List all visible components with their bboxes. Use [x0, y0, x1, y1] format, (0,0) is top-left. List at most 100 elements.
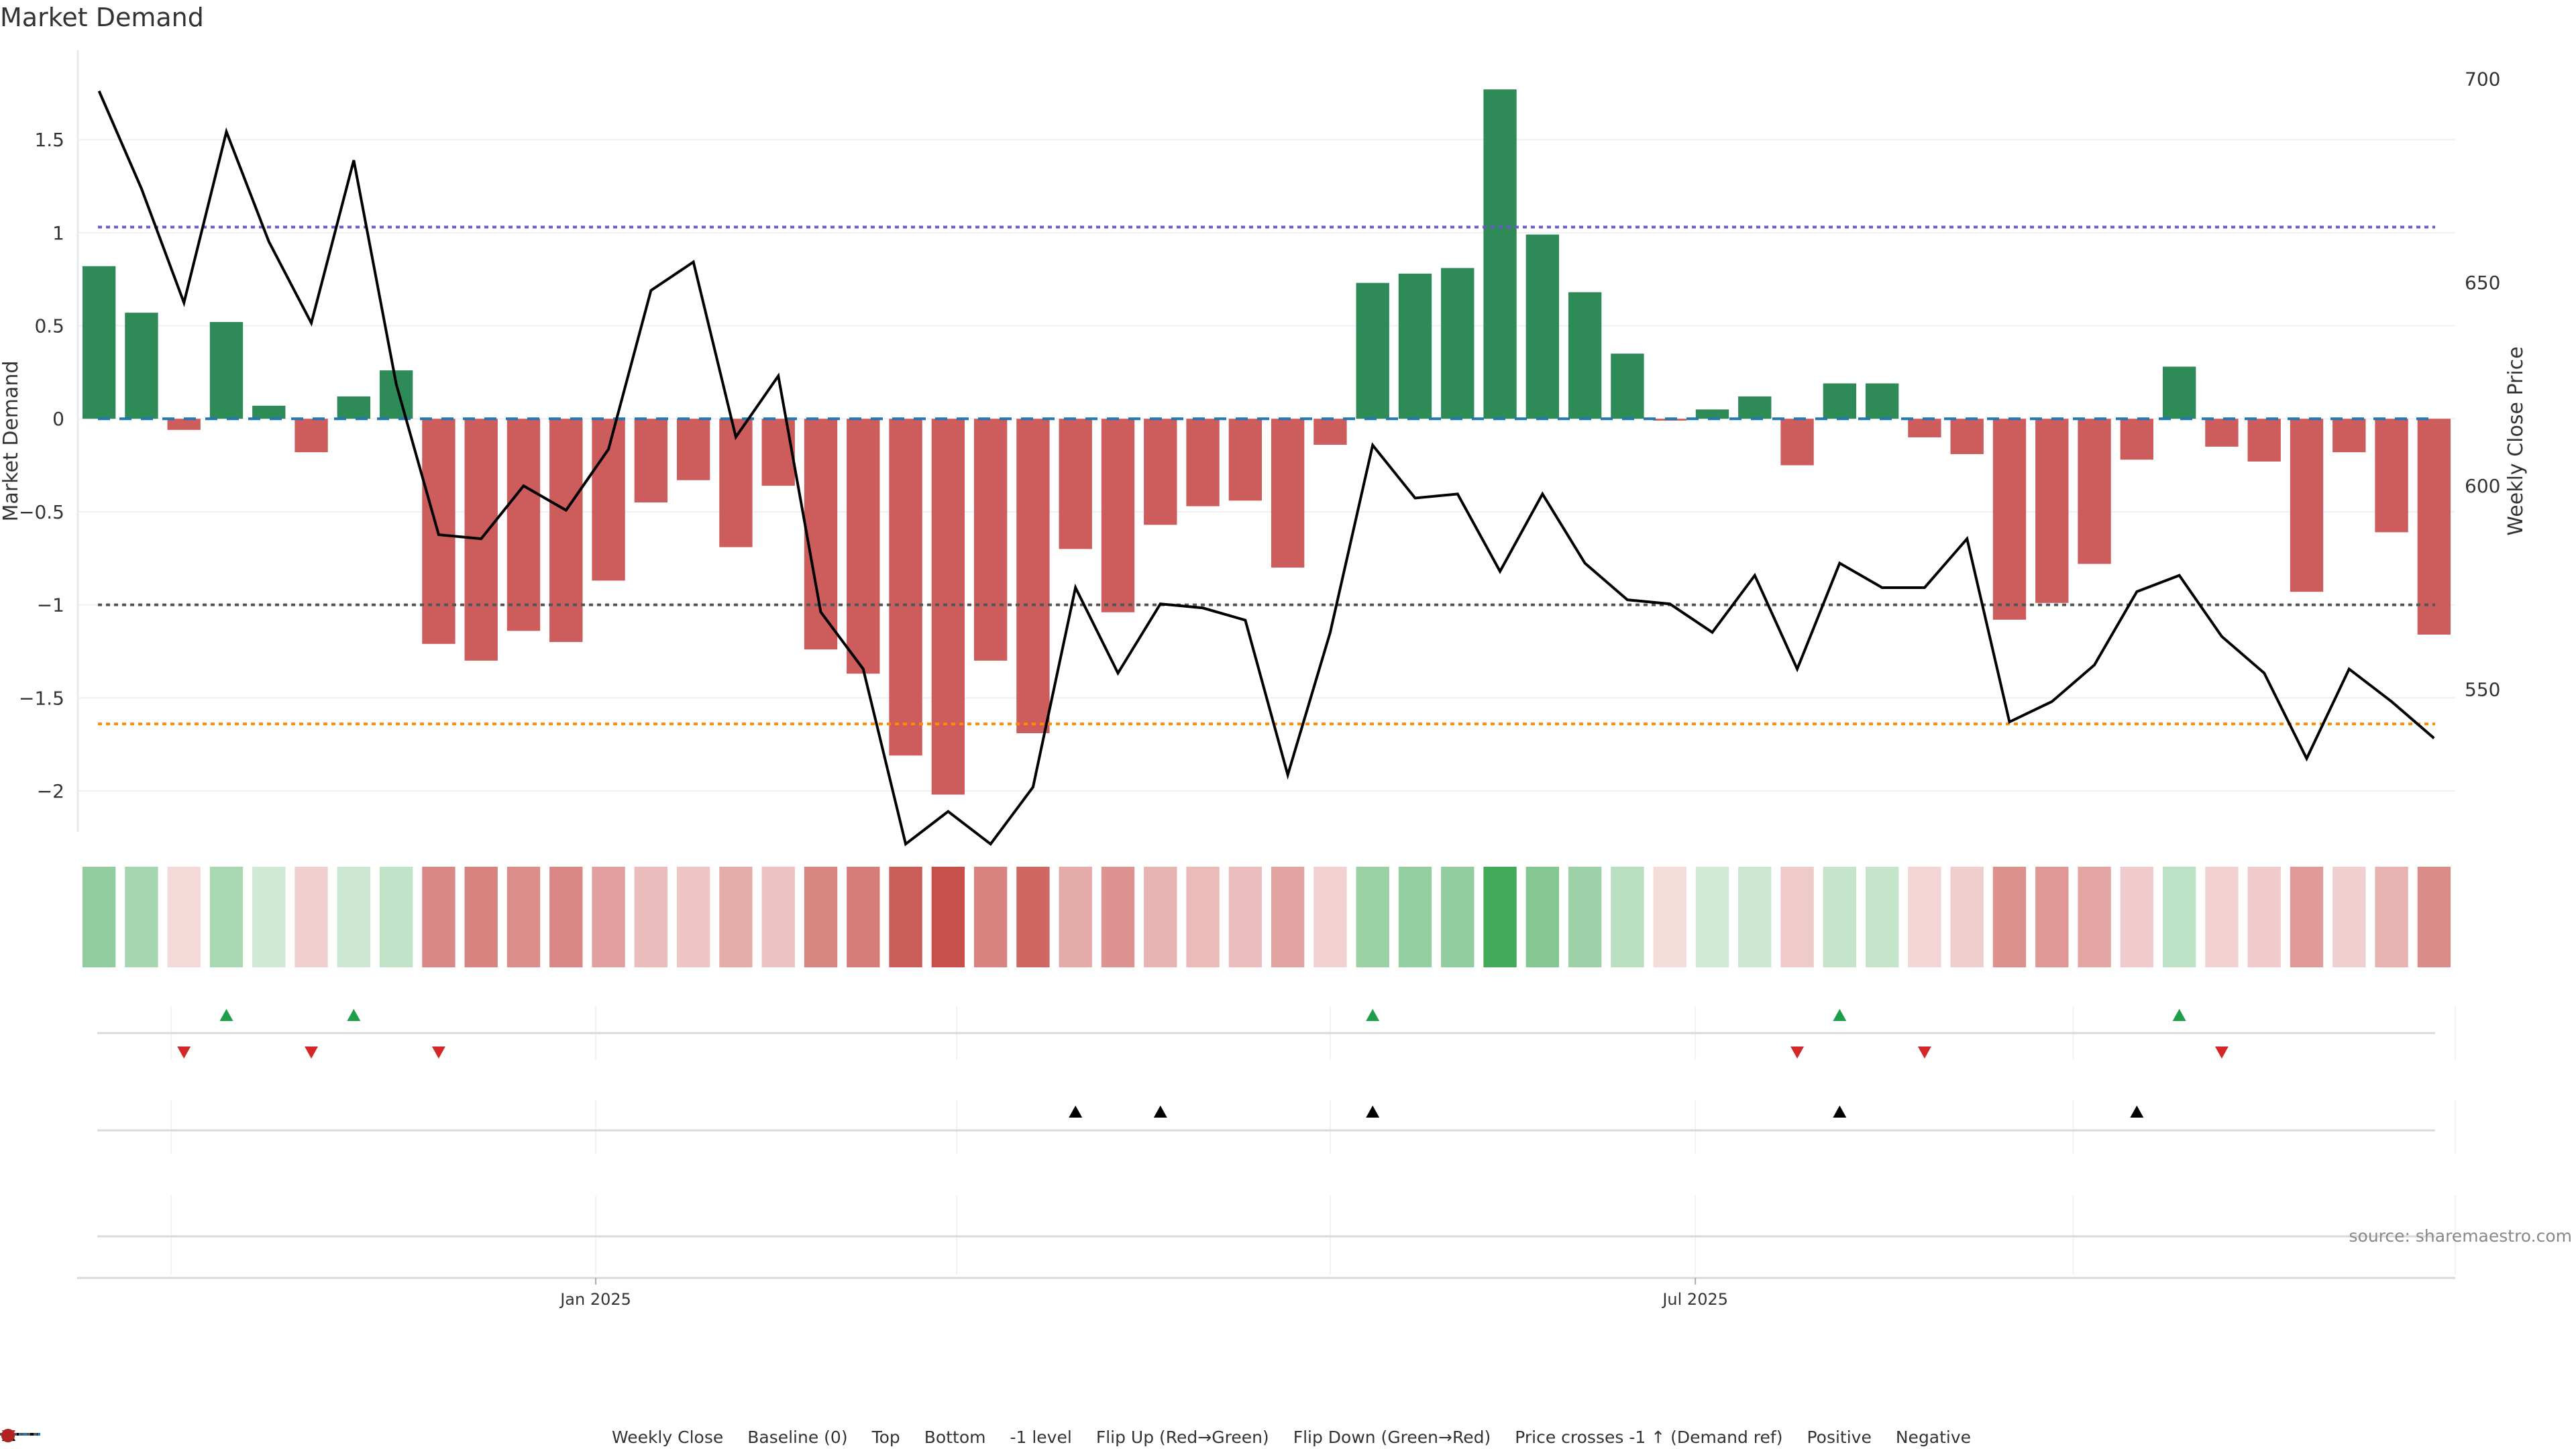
demand-bar	[294, 419, 328, 453]
demand-heat-cell	[2120, 867, 2154, 967]
source-note: source: sharemaestro.com	[2349, 1226, 2573, 1246]
demand-heat-cell	[1611, 867, 1644, 967]
demand-heat-cell	[506, 867, 541, 967]
demand-bar	[167, 419, 201, 430]
demand-heat-cell	[464, 867, 498, 967]
x-tick-label: Jan 2025	[559, 1290, 631, 1309]
demand-heat-cell	[2035, 867, 2069, 967]
demand-bar	[1525, 234, 1560, 419]
demand-bar	[2162, 366, 2196, 419]
legend-item-price-cross[interactable]: Price crosses -1 ↑ (Demand ref)	[2, 1428, 1783, 1447]
y-tick-label: −0.5	[19, 501, 64, 523]
y-axis-title: Market Demand	[0, 361, 23, 522]
price-cross-marker	[1833, 1106, 1847, 1118]
demand-heat-cell	[592, 867, 625, 967]
demand-bar	[209, 321, 244, 419]
demand-heat-cell	[1992, 867, 2027, 967]
legend-item-top[interactable]: Top	[0, 1428, 900, 1447]
y-tick-label: 1.5	[34, 129, 64, 151]
legend-label: Top	[871, 1428, 900, 1447]
demand-bar	[1738, 396, 1772, 419]
demand-bar	[1186, 419, 1220, 506]
chart-title: Market Demand	[0, 3, 204, 32]
y2-axis-title: Weekly Close Price	[2504, 346, 2528, 535]
demand-heat-cell	[2205, 867, 2239, 967]
demand-bar	[1101, 419, 1135, 612]
demand-bar	[719, 419, 753, 547]
demand-bar	[973, 419, 1008, 661]
demand-bar	[1144, 419, 1177, 525]
legend-item-weekly-close[interactable]: Weekly Close	[0, 1428, 723, 1447]
flip-up-marker	[219, 1009, 233, 1021]
demand-bar	[2290, 419, 2324, 592]
price-cross-marker	[1069, 1106, 1083, 1118]
y2-tick-label: 550	[2465, 679, 2500, 701]
y-tick-label: −1.5	[19, 687, 64, 709]
demand-bar	[847, 419, 880, 674]
demand-heat-cell	[634, 867, 668, 967]
weekly-close-line	[97, 90, 2435, 847]
demand-heat-cell	[2290, 867, 2324, 967]
legend-item-negative[interactable]: Negative	[1, 1428, 1972, 1447]
demand-heat-cell	[1186, 867, 1220, 967]
demand-heat-cell	[1738, 867, 1772, 967]
demand-bar	[1483, 89, 1517, 419]
demand-heat-cell	[1695, 867, 1729, 967]
flip-up-marker	[1833, 1009, 1847, 1021]
demand-bar	[337, 396, 371, 419]
demand-bar	[1695, 409, 1729, 419]
legend-item-flip-up[interactable]: Flip Up (Red→Green)	[2, 1428, 1269, 1447]
demand-bar	[82, 266, 116, 419]
flip-down-marker	[2214, 1046, 2229, 1059]
demand-heat-cell	[1780, 867, 1814, 967]
demand-heat-cell	[549, 867, 583, 967]
legend-label: Price crosses -1 ↑ (Demand ref)	[1515, 1428, 1783, 1447]
price-cross-marker	[1153, 1106, 1167, 1118]
y-tick-label: 0.5	[34, 315, 64, 337]
legend-item-flip-down[interactable]: Flip Down (Green→Red)	[2, 1428, 1491, 1447]
demand-heat-cell	[1144, 867, 1177, 967]
legend-item-baseline[interactable]: Baseline (0)	[0, 1428, 848, 1447]
demand-heat-cell	[1908, 867, 1941, 967]
legend-item-minus-one[interactable]: -1 level	[0, 1428, 1072, 1447]
y2-tick-label: 700	[2465, 68, 2500, 90]
demand-bar	[1228, 419, 1263, 501]
legend-label: Positive	[1807, 1428, 1872, 1447]
demand-heat-cell	[1059, 867, 1092, 967]
legend-item-positive[interactable]: Positive	[1, 1428, 1872, 1447]
demand-heat-cell	[1356, 867, 1389, 967]
demand-bar	[1441, 268, 1474, 419]
flip-up-marker	[347, 1009, 361, 1021]
demand-heat-cell	[1568, 867, 1602, 967]
demand-heat-cell	[931, 867, 965, 967]
demand-bar	[2417, 419, 2451, 635]
demand-bar	[1611, 354, 1644, 419]
demand-bar	[2035, 419, 2069, 603]
demand-bar	[1823, 383, 1857, 419]
y2-tick-label: 600	[2465, 475, 2500, 497]
demand-heat-cell	[2417, 867, 2451, 967]
flip-down-marker	[1790, 1046, 1805, 1059]
legend-label: Flip Up (Red→Green)	[1095, 1428, 1269, 1447]
demand-heat-cell	[422, 867, 455, 967]
demand-bar	[1780, 419, 1814, 466]
demand-bar	[2078, 419, 2111, 564]
demand-heat-cell	[847, 867, 880, 967]
demand-bar	[1568, 292, 1602, 419]
demand-heat-cell	[2375, 867, 2408, 967]
demand-bar	[804, 419, 838, 650]
demand-bar	[1059, 419, 1092, 549]
flip-up-marker	[2172, 1009, 2186, 1021]
legend-label: Negative	[1895, 1428, 1972, 1447]
demand-heat-cell	[2332, 867, 2366, 967]
demand-bar	[889, 419, 922, 756]
flip-down-marker	[305, 1046, 319, 1059]
legend-item-bottom[interactable]: Bottom	[0, 1428, 985, 1447]
demand-bar	[2247, 419, 2281, 462]
demand-heat-cell	[82, 867, 116, 967]
demand-bar	[1313, 419, 1347, 445]
demand-heat-cell	[167, 867, 201, 967]
y-tick-label: 1	[52, 222, 64, 244]
demand-heat-cell	[1653, 867, 1686, 967]
demand-bar	[1865, 383, 1899, 419]
